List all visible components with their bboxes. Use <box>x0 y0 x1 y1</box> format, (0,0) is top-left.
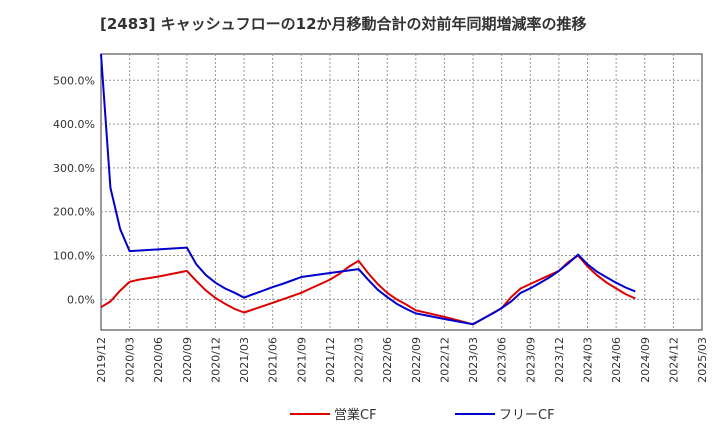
x-tick-label: 2023/03 <box>467 337 480 383</box>
x-tick-label: 2024/06 <box>610 337 623 383</box>
x-tick-label: 2020/12 <box>209 337 222 383</box>
y-axis: 500.0% 400.0% 300.0% 200.0% 100.0% 0.0% <box>53 74 95 306</box>
x-tick-label: 2022/12 <box>438 337 451 383</box>
x-tick-label: 2025/03 <box>696 337 709 383</box>
x-tick-label: 2024/12 <box>667 337 680 383</box>
legend-label: 営業CF <box>334 407 377 423</box>
x-tick-label: 2023/12 <box>553 337 566 383</box>
x-tick-label: 2023/06 <box>496 337 509 383</box>
x-tick-label: 2022/06 <box>381 337 394 383</box>
plot-area <box>100 53 703 331</box>
x-tick-label: 2020/09 <box>181 337 194 383</box>
x-tick-label: 2023/09 <box>524 337 537 383</box>
y-tick-label: 200.0% <box>53 206 95 219</box>
x-tick-label: 2021/12 <box>324 337 337 383</box>
legend-label: フリーCF <box>499 408 555 423</box>
y-tick-label: 300.0% <box>53 162 95 175</box>
x-axis: 2019/12 2020/03 2020/06 2020/09 2020/12 2021/… <box>95 337 709 383</box>
x-tick-label: 2024/03 <box>582 337 595 383</box>
x-tick-label: 2021/03 <box>238 337 251 383</box>
x-tick-label: 2021/06 <box>267 337 280 383</box>
x-tick-label: 2022/09 <box>410 337 423 383</box>
y-grid <box>101 79 702 300</box>
series-layer <box>100 53 636 326</box>
y-tick-label: 0.0% <box>67 293 95 306</box>
legend: 営業CF フリーCF <box>290 407 555 423</box>
y-tick-label: 500.0% <box>53 74 95 87</box>
chart-title: [2483] キャッシュフローの12か月移動合計の対前年同期増減率の推移 <box>100 15 587 33</box>
series-line-2 <box>100 53 636 326</box>
x-tick-label: 2020/06 <box>152 337 165 383</box>
y-tick-label: 400.0% <box>53 118 95 131</box>
x-tick-label: 2021/09 <box>295 337 308 383</box>
x-tick-label: 2024/09 <box>639 337 652 383</box>
x-tick-label: 2020/03 <box>124 337 137 383</box>
x-tick-label: 2022/03 <box>353 337 366 383</box>
y-tick-label: 100.0% <box>53 250 95 263</box>
x-tick-label: 2019/12 <box>95 337 108 383</box>
